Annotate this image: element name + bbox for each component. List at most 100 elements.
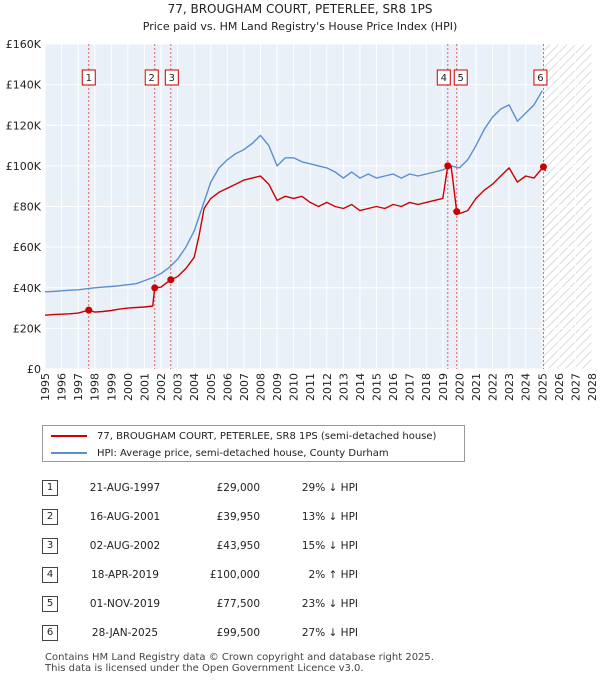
- sale-label-box: [436, 69, 451, 86]
- x-tick-label: 2000: [122, 373, 135, 401]
- legend-swatch-blue: [51, 452, 87, 454]
- x-tick-label: 2008: [254, 373, 267, 401]
- y-tick-label: £40K: [13, 282, 42, 295]
- legend-label-property: 77, BROUGHAM COURT, PETERLEE, SR8 1PS (s…: [97, 430, 437, 442]
- transaction-price: £29,000: [216, 481, 260, 494]
- sale-label-box: [164, 69, 179, 86]
- sale-point: [167, 276, 175, 284]
- x-tick-label: 2026: [553, 373, 566, 401]
- x-tick-label: 2010: [288, 373, 301, 401]
- x-tick-label: 2011: [304, 373, 317, 401]
- transaction-number: 2: [42, 508, 58, 525]
- x-tick-label: 2021: [470, 373, 483, 401]
- transaction-hpi-diff: 29% ↓ HPI: [301, 481, 358, 494]
- x-tick-label: 2007: [238, 373, 251, 401]
- transaction-price: £77,500: [216, 597, 260, 610]
- x-tick-label: 1998: [89, 373, 102, 401]
- x-tick-label: 2028: [586, 373, 599, 401]
- transaction-number-cell: 2: [42, 502, 70, 531]
- transaction-number: 1: [42, 479, 58, 496]
- transaction-hpi-diff: 2% ↑ HPI: [308, 568, 358, 581]
- x-tick-label: 2004: [188, 373, 201, 401]
- x-tick-label: 2005: [205, 373, 218, 401]
- transaction-number: 3: [42, 537, 58, 554]
- x-tick-label: 2018: [420, 373, 433, 401]
- y-tick-label: £140K: [6, 79, 42, 92]
- sale-label-box: [144, 69, 159, 86]
- x-tick-label: 2003: [172, 373, 185, 401]
- x-tick-label: 2023: [503, 373, 516, 401]
- x-tick-label: 2015: [371, 373, 384, 401]
- transaction-number: 6: [42, 624, 58, 641]
- transaction-date: 02-AUG-2002: [89, 539, 161, 552]
- x-tick-label: 2001: [138, 373, 151, 401]
- x-tick-label: 2025: [536, 373, 549, 401]
- sale-point: [151, 284, 159, 292]
- price-chart: 77, BROUGHAM COURT, PETERLEE, SR8 1PS Pr…: [6, 2, 599, 401]
- sale-label: 2: [149, 73, 155, 84]
- x-tick-label: 2002: [155, 373, 168, 401]
- y-tick-label: £100K: [6, 160, 42, 173]
- table-row: 4 18-APR-2019 £100,000 2% ↑ HPI: [42, 560, 358, 589]
- sale-point: [539, 163, 547, 171]
- table-row: 1 21-AUG-1997 £29,000 29% ↓ HPI: [42, 473, 358, 502]
- x-tick-label: 2017: [404, 373, 417, 401]
- x-tick-label: 2020: [453, 373, 466, 401]
- transaction-number-cell: 5: [42, 589, 70, 618]
- transaction-number-cell: 4: [42, 560, 70, 589]
- transaction-hpi-diff: 13% ↓ HPI: [301, 510, 358, 523]
- table-row: 5 01-NOV-2019 £77,500 23% ↓ HPI: [42, 589, 358, 618]
- x-tick-label: 2012: [321, 373, 334, 401]
- x-tick-label: 2013: [337, 373, 350, 401]
- sale-point: [85, 306, 93, 314]
- legend-swatch-red: [51, 435, 87, 437]
- legend-label-hpi: HPI: Average price, semi-detached house,…: [97, 447, 389, 459]
- sale-label: 5: [458, 73, 464, 84]
- transaction-price: £39,950: [216, 510, 260, 523]
- transaction-date: 01-NOV-2019: [89, 597, 161, 610]
- y-tick-label: £80K: [13, 201, 42, 214]
- transaction-price: £99,500: [216, 626, 260, 639]
- transaction-number-cell: 6: [42, 618, 70, 647]
- hpi-line: [44, 90, 543, 293]
- x-tick-label: 2006: [221, 373, 234, 401]
- x-tick-label: 1996: [56, 373, 69, 401]
- sale-label-box: [453, 69, 468, 86]
- transaction-date: 21-AUG-1997: [89, 481, 161, 494]
- table-row: 6 28-JAN-2025 £99,500 27% ↓ HPI: [42, 618, 358, 647]
- x-tick-label: 2014: [354, 373, 367, 401]
- x-tick-label: 2009: [271, 373, 284, 401]
- x-tick-label: 1995: [39, 373, 52, 401]
- legend-item-hpi: HPI: Average price, semi-detached house,…: [51, 446, 389, 460]
- transaction-price: £100,000: [209, 568, 260, 581]
- property-price-line: [44, 165, 547, 316]
- chart-subtitle: Price paid vs. HM Land Registry's House …: [143, 20, 458, 33]
- footer: Contains HM Land Registry data © Crown c…: [45, 652, 434, 674]
- transaction-hpi-diff: 27% ↓ HPI: [301, 626, 358, 639]
- y-tick-label: £20K: [13, 322, 42, 335]
- legend-item-property: 77, BROUGHAM COURT, PETERLEE, SR8 1PS (s…: [51, 429, 436, 443]
- transaction-number-cell: 1: [42, 473, 70, 502]
- transaction-number-cell: 3: [42, 531, 70, 560]
- y-tick-label: £120K: [6, 119, 42, 132]
- sale-label: 4: [441, 73, 447, 84]
- legend: 77, BROUGHAM COURT, PETERLEE, SR8 1PS (s…: [42, 425, 465, 462]
- x-tick-label: 2022: [487, 373, 500, 401]
- chart-title: 77, BROUGHAM COURT, PETERLEE, SR8 1PS: [168, 2, 433, 16]
- footer-licence: This data is licensed under the Open Gov…: [45, 663, 364, 674]
- sale-label-box: [81, 69, 96, 86]
- x-tick-label: 2024: [520, 373, 533, 401]
- transaction-price: £43,950: [216, 539, 260, 552]
- transaction-date: 16-AUG-2001: [89, 510, 161, 523]
- sale-label: 6: [537, 73, 543, 84]
- sale-label: 1: [86, 73, 92, 84]
- transaction-date: 18-APR-2019: [91, 568, 159, 581]
- footer-copyright: Contains HM Land Registry data © Crown c…: [45, 652, 434, 663]
- table-row: 2 16-AUG-2001 £39,950 13% ↓ HPI: [42, 502, 358, 531]
- x-tick-label: 2019: [437, 373, 450, 401]
- sale-point: [444, 162, 452, 170]
- x-tick-label: 1999: [105, 373, 118, 401]
- transaction-number: 4: [42, 566, 58, 583]
- table-row: 3 02-AUG-2002 £43,950 15% ↓ HPI: [42, 531, 358, 560]
- x-tick-label: 2016: [387, 373, 400, 401]
